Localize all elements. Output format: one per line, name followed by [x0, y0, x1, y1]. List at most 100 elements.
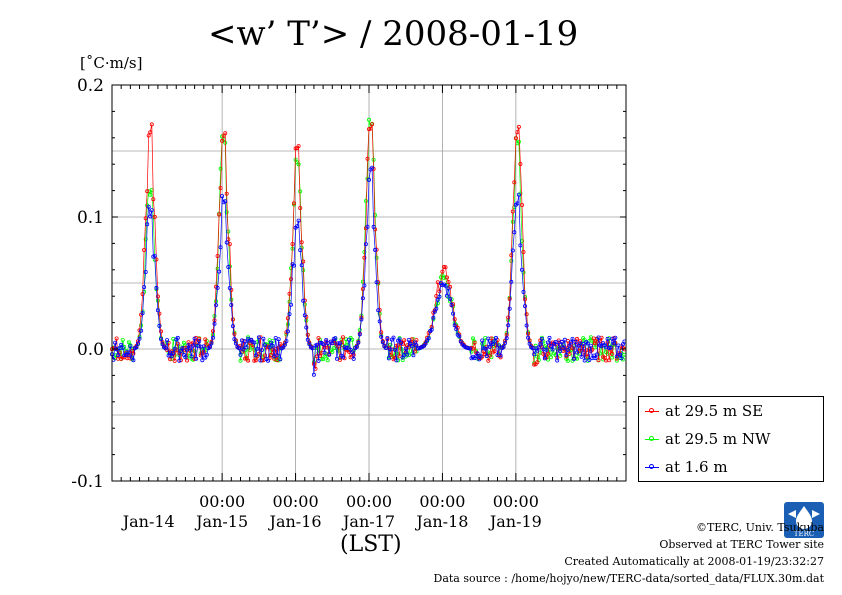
series-point-1 [298, 189, 303, 194]
series-point-2 [145, 222, 150, 227]
series-point-2 [307, 342, 312, 347]
series-point-2 [411, 353, 416, 358]
series-point-0 [360, 286, 365, 291]
series-point-2 [276, 337, 281, 342]
series-point-2 [506, 323, 511, 328]
series-point-2 [572, 356, 577, 361]
series-point-0 [258, 335, 263, 340]
series-point-2 [457, 334, 462, 339]
series-point-2 [373, 247, 378, 252]
x-tick-label-time: 00:00 [199, 492, 245, 511]
series-point-1 [330, 349, 335, 354]
series-point-2 [194, 356, 199, 361]
series-point-1 [247, 347, 252, 352]
series-point-2 [209, 341, 214, 346]
series-point-2 [536, 345, 541, 350]
series-point-1 [533, 343, 538, 348]
series-point-2 [200, 358, 205, 363]
series-point-2 [431, 315, 436, 320]
series-point-2 [365, 224, 370, 229]
series-point-2 [492, 339, 497, 344]
series-point-2 [520, 267, 525, 272]
series-point-2 [238, 352, 243, 357]
series-point-0 [506, 315, 511, 320]
series-point-2 [243, 339, 248, 344]
series-point-2 [287, 312, 292, 317]
series-point-2 [414, 343, 419, 348]
series-point-2 [392, 347, 397, 352]
series-point-2 [480, 338, 485, 343]
series-point-2 [575, 350, 580, 355]
series-point-2 [504, 336, 509, 341]
series-point-0 [516, 124, 521, 129]
terc-logo-icon: TERC [784, 502, 824, 538]
x-tick-label-time: 00:00 [493, 492, 539, 511]
series-point-2 [376, 308, 381, 313]
series-point-0 [296, 144, 301, 149]
series-point-2 [379, 334, 384, 339]
series-point-0 [512, 180, 517, 185]
series-point-2 [236, 346, 241, 351]
series-point-2 [444, 293, 449, 298]
series-point-0 [204, 342, 209, 347]
series-point-2 [363, 242, 368, 247]
series-point-2 [394, 358, 399, 363]
series-point-0 [114, 336, 119, 341]
series-point-2 [186, 343, 191, 348]
legend-item-16m: at 1.6 m [645, 457, 728, 477]
series-line-2 [111, 166, 625, 375]
series-point-2 [327, 352, 332, 357]
series-point-1 [565, 358, 570, 363]
series-point-2 [149, 208, 154, 213]
series-point-2 [142, 285, 147, 290]
series-point-2 [345, 345, 350, 350]
series-point-2 [386, 356, 391, 361]
series-point-2 [172, 346, 177, 351]
series-point-0 [131, 351, 136, 356]
series-point-2 [157, 323, 162, 328]
series-point-0 [440, 269, 445, 274]
series-point-2 [316, 358, 321, 363]
series-point-0 [513, 136, 518, 141]
credit-copyright: ©TERC, Univ. Tsukuba [695, 521, 824, 534]
y-tick-label: -0.1 [71, 472, 104, 492]
series-point-0 [498, 355, 503, 360]
series-point-0 [362, 255, 367, 260]
legend-label-nw: at 29.5 m NW [665, 430, 771, 448]
grid-lines [112, 85, 626, 481]
series-point-2 [113, 340, 118, 345]
legend-label-16m: at 1.6 m [665, 458, 728, 476]
series-point-0 [535, 360, 540, 365]
series-point-2 [233, 341, 238, 346]
series-point-1 [549, 355, 554, 360]
series-point-2 [360, 296, 365, 301]
series-point-2 [302, 313, 307, 318]
series-point-0 [151, 197, 156, 202]
series-point-2 [371, 224, 376, 229]
series-point-2 [437, 294, 442, 299]
series-point-2 [509, 279, 514, 284]
series-point-1 [143, 237, 148, 242]
series-point-2 [192, 336, 197, 341]
series-point-2 [383, 345, 388, 350]
series-point-1 [399, 346, 404, 351]
series-point-0 [246, 358, 251, 363]
series-point-2 [255, 346, 260, 351]
series-point-2 [388, 347, 393, 352]
series-point-2 [201, 344, 206, 349]
series-point-2 [296, 218, 301, 223]
series-point-0 [348, 355, 353, 360]
series-point-0 [145, 189, 150, 194]
series-point-0 [285, 316, 290, 321]
series-point-2 [311, 372, 316, 377]
series-point-2 [269, 340, 274, 345]
series-point-0 [142, 247, 147, 252]
series-point-2 [559, 339, 564, 344]
series-point-0 [610, 351, 615, 356]
series-point-0 [291, 201, 296, 206]
series-point-1 [192, 349, 197, 354]
series-point-2 [278, 357, 283, 362]
series-point-1 [605, 351, 610, 356]
series-point-2 [399, 340, 404, 345]
series-point-1 [363, 198, 368, 203]
